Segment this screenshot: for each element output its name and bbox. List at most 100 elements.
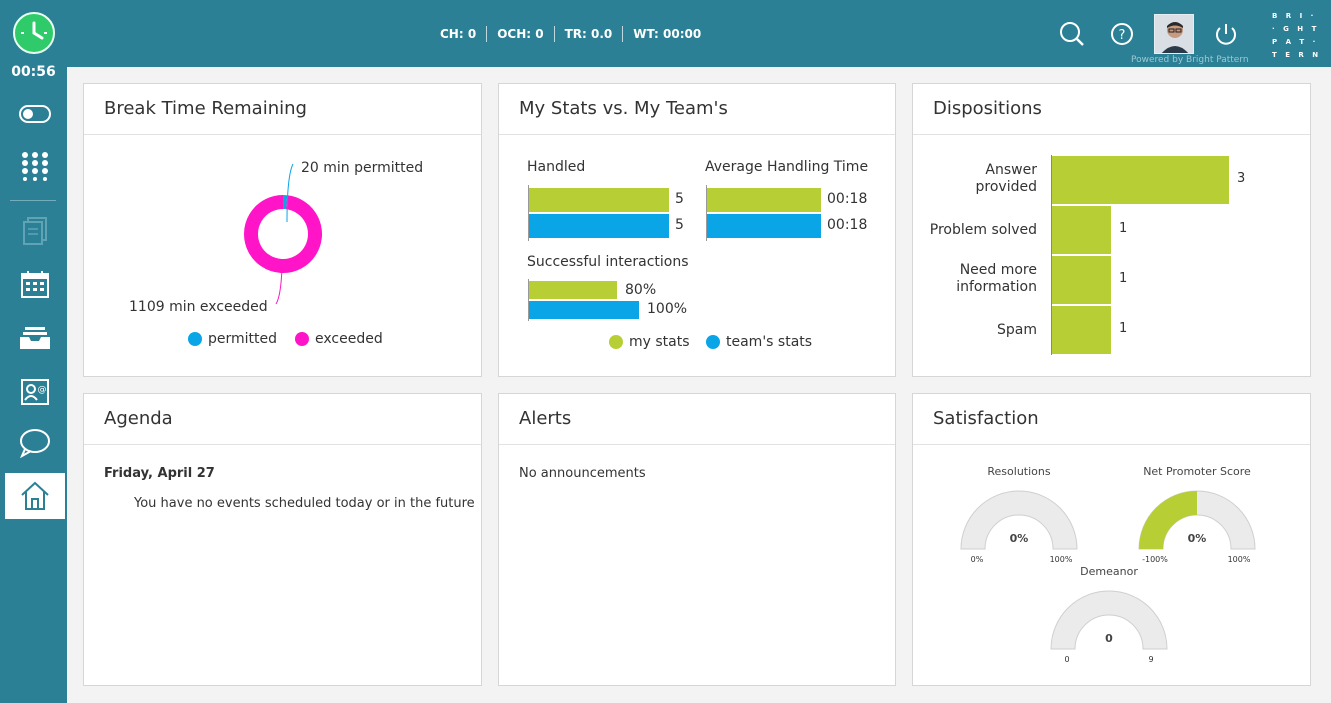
- legend-team-stats-label: team's stats: [726, 334, 813, 350]
- gauge-label: Demeanor: [1080, 565, 1138, 578]
- gauge-min-label: 0: [1064, 655, 1070, 664]
- inbox-icon[interactable]: [5, 315, 65, 361]
- disposition-category-label: Spam: [997, 322, 1037, 338]
- gauge-max-label: 100%: [1227, 555, 1251, 564]
- agenda-empty-message: You have no events scheduled today or in…: [134, 496, 475, 511]
- metric-och: OCH: 0: [486, 26, 553, 42]
- avatar[interactable]: [1154, 14, 1194, 54]
- aht-my-value: 00:18: [827, 191, 868, 207]
- gauge-track: [1050, 590, 1168, 650]
- widget-title: Break Time Remaining: [104, 98, 307, 119]
- gauge-label: Net Promoter Score: [1143, 465, 1251, 478]
- disposition-value: 1: [1119, 221, 1128, 236]
- agent-metrics: CH: 0 OCH: 0 TR: 0.0 WT: 00:00: [430, 26, 711, 42]
- gauge-track: [960, 490, 1078, 550]
- legend-permitted-label: permitted: [208, 331, 278, 347]
- handled-team-value: 5: [675, 217, 684, 233]
- aht-my-bar: [707, 188, 821, 212]
- gauge-fill: [1139, 491, 1197, 549]
- successful-title: Successful interactions: [527, 254, 689, 270]
- dialpad-icon[interactable]: [5, 143, 65, 189]
- contacts-icon[interactable]: @: [5, 369, 65, 415]
- aht-team-value: 00:18: [827, 217, 868, 233]
- exceeded-annotation: 1109 min exceeded: [129, 299, 268, 315]
- alerts-widget: Alerts No announcements: [498, 393, 896, 686]
- legend-permitted-swatch: [188, 332, 202, 346]
- disposition-category-label: Answer provided: [975, 162, 1037, 195]
- legend-exceeded-label: exceeded: [315, 331, 383, 347]
- widget-header: [499, 84, 895, 135]
- widget-title: Satisfaction: [933, 408, 1039, 429]
- top-bar: CH: 0 OCH: 0 TR: 0.0 WT: 00:00 ? Powered…: [0, 0, 1331, 67]
- successful-my-bar: [529, 281, 617, 299]
- alerts-empty-message: No announcements: [519, 466, 646, 481]
- disposition-category-label: Need more information: [956, 262, 1037, 295]
- handled-team-bar: [529, 214, 669, 238]
- chat-icon[interactable]: [5, 420, 65, 466]
- handled-my-value: 5: [675, 191, 684, 207]
- state-timer: 00:56: [11, 64, 56, 80]
- gauge-0: [960, 490, 1078, 550]
- svg-text:?: ?: [1119, 28, 1126, 43]
- gauge-value: 0: [1105, 632, 1113, 645]
- permitted-leader-line: [286, 163, 294, 223]
- legend-team-stats-swatch: [706, 335, 720, 349]
- widget-header: [499, 394, 895, 445]
- svg-text:@: @: [38, 385, 47, 395]
- gauge-1: [1138, 490, 1256, 550]
- gauge-min-label: 0%: [970, 555, 984, 564]
- dispositions-widget: Dispositions 3 Answer provided 1 Problem sol…: [912, 83, 1311, 377]
- break-time-donut-chart: [244, 163, 322, 305]
- clock-icon[interactable]: [13, 12, 55, 54]
- sidebar: @: [0, 67, 67, 703]
- gauge-value: 0%: [1187, 532, 1207, 545]
- aht-title: Average Handling Time: [705, 159, 869, 175]
- handled-my-bar: [529, 188, 669, 212]
- metric-wt: WT: 00:00: [622, 26, 711, 42]
- home-icon[interactable]: [5, 473, 65, 519]
- widget-title: Alerts: [519, 408, 572, 429]
- widget-header: [84, 84, 481, 135]
- documents-icon[interactable]: [5, 208, 65, 254]
- disposition-category-label: Problem solved: [929, 222, 1037, 238]
- permitted-annotation: 20 min permitted: [301, 160, 424, 176]
- disposition-value: 1: [1119, 271, 1128, 286]
- brand-logo: B R I · · G H T P A T · T E R N: [1272, 12, 1322, 59]
- metric-ch: CH: 0: [440, 27, 477, 41]
- agenda-date: Friday, April 27: [104, 466, 215, 481]
- gauge-max-label: 9: [1148, 655, 1154, 664]
- widget-title: My Stats vs. My Team's: [519, 98, 728, 119]
- availability-toggle-icon[interactable]: [5, 91, 65, 137]
- agenda-widget: Agenda Friday, April 27 You have no even…: [83, 393, 482, 686]
- disposition-bar: [1052, 156, 1229, 204]
- disposition-value: 1: [1119, 321, 1128, 336]
- disposition-value: 3: [1237, 171, 1246, 186]
- satisfaction-widget: Satisfaction Resolutions 0% 0% 100% Net Prom…: [912, 393, 1311, 686]
- legend-my-stats-label: my stats: [629, 334, 690, 350]
- widget-header: [913, 84, 1310, 135]
- widget-header: [84, 394, 481, 445]
- power-icon[interactable]: [1212, 20, 1240, 48]
- donut-slice-exceeded: [244, 195, 322, 273]
- handled-title: Handled: [527, 159, 586, 175]
- widget-title: Agenda: [104, 408, 173, 429]
- widget-title: Dispositions: [933, 98, 1042, 119]
- successful-team-bar: [529, 301, 639, 319]
- search-icon[interactable]: [1058, 20, 1086, 48]
- disposition-bar: [1052, 256, 1111, 304]
- widget-header: [913, 394, 1310, 445]
- my-stats-widget: My Stats vs. My Team's Handled 5 5 Avera…: [498, 83, 896, 377]
- successful-my-value: 80%: [625, 282, 657, 298]
- help-icon[interactable]: ?: [1109, 20, 1137, 48]
- break-time-widget: Break Time Remaining 20 min permitted 11…: [83, 83, 482, 377]
- gauge-2: [1050, 590, 1168, 650]
- successful-team-value: 100%: [647, 301, 688, 317]
- legend-my-stats-swatch: [609, 335, 623, 349]
- gauge-max-label: 100%: [1049, 555, 1073, 564]
- legend-exceeded-swatch: [295, 332, 309, 346]
- gauge-min-label: -100%: [1142, 555, 1168, 564]
- exceeded-leader-line: [275, 266, 283, 305]
- calendar-icon[interactable]: [5, 261, 65, 307]
- metric-tr: TR: 0.0: [553, 26, 623, 42]
- gauge-label: Resolutions: [987, 465, 1051, 478]
